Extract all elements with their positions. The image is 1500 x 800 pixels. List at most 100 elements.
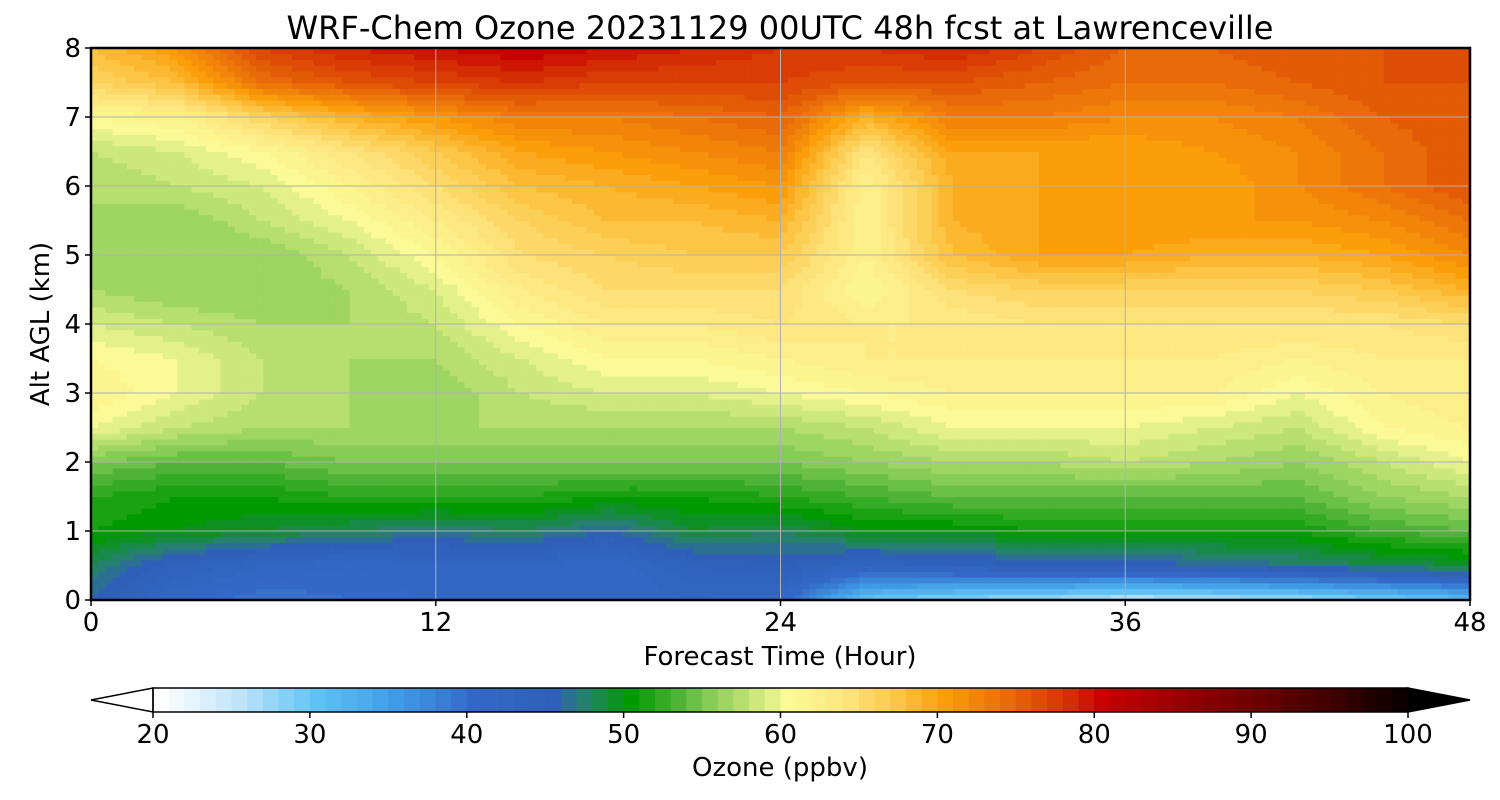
heatmap-cell [1053, 519, 1062, 526]
heatmap-cell [952, 559, 961, 567]
heatmap-cell [1426, 508, 1435, 515]
heatmap-cell [421, 490, 430, 498]
heatmap-cell [981, 542, 990, 549]
heatmap-cell [1268, 594, 1277, 601]
heatmap-cell [399, 485, 408, 492]
heatmap-cell [1462, 450, 1471, 457]
heatmap-cell [651, 496, 659, 503]
heatmap-cell [471, 531, 480, 538]
heatmap-cell [464, 467, 473, 475]
heatmap-cell [924, 496, 932, 503]
heatmap-cell [952, 473, 961, 480]
heatmap-cell [629, 513, 638, 521]
heatmap-cell [1139, 519, 1148, 526]
heatmap-cell [1132, 536, 1141, 544]
heatmap-cell [1390, 525, 1399, 532]
heatmap-cell [313, 548, 322, 555]
heatmap-cell [464, 450, 473, 457]
heatmap-cell [227, 582, 236, 590]
heatmap-cell [794, 594, 803, 601]
heatmap-cell [1082, 519, 1090, 526]
heatmap-cell [550, 513, 559, 521]
heatmap-cell [1268, 467, 1277, 475]
heatmap-cell [895, 502, 904, 509]
heatmap-cell [500, 456, 509, 463]
heatmap-cell [407, 536, 415, 544]
heatmap-cell [198, 554, 207, 561]
heatmap-cell [809, 582, 818, 590]
heatmap-cell [1333, 559, 1342, 567]
heatmap-cell [1326, 594, 1335, 601]
heatmap-cell [112, 444, 121, 452]
heatmap-cell [170, 536, 178, 544]
heatmap-cell [593, 490, 602, 498]
heatmap-cell [586, 450, 595, 457]
heatmap-cell [593, 456, 602, 463]
heatmap-cell [1304, 496, 1313, 503]
heatmap-cell [873, 577, 882, 584]
heatmap-cell [435, 513, 444, 521]
heatmap-cell [694, 554, 703, 561]
heatmap-cell [263, 536, 272, 544]
heatmap-cell [579, 525, 588, 532]
heatmap-cell [1146, 450, 1155, 457]
heatmap-cell [313, 502, 322, 509]
heatmap-cell [766, 559, 774, 567]
heatmap-cell [213, 508, 221, 515]
heatmap-cell [1189, 577, 1198, 584]
heatmap-cell [385, 582, 394, 590]
heatmap-cell [1347, 479, 1356, 486]
heatmap-cell [794, 519, 803, 526]
heatmap-cell [1247, 588, 1256, 595]
heatmap-cell [852, 479, 861, 486]
heatmap-cell [845, 462, 853, 469]
heatmap-cell [198, 513, 207, 521]
heatmap-cell [952, 577, 961, 584]
heatmap-cell [780, 485, 789, 492]
heatmap-cell [787, 582, 796, 590]
heatmap-cell [249, 496, 257, 503]
heatmap-cell [1197, 525, 1205, 532]
heatmap-cell [823, 554, 832, 561]
heatmap-cell [1398, 467, 1406, 475]
heatmap-cell [1383, 508, 1392, 515]
heatmap-cell [1398, 508, 1406, 515]
heatmap-cell [837, 559, 846, 567]
heatmap-cell [816, 479, 825, 486]
heatmap-cell [909, 485, 918, 492]
heatmap-cell [378, 594, 387, 601]
heatmap-cell [328, 450, 336, 457]
heatmap-cell [715, 577, 724, 584]
heatmap-cell [644, 594, 652, 601]
heatmap-cell [198, 536, 207, 544]
heatmap-cell [1096, 450, 1105, 457]
heatmap-cell [371, 502, 379, 509]
heatmap-cell [773, 508, 782, 515]
heatmap-cell [514, 559, 523, 567]
heatmap-cell [981, 594, 990, 601]
heatmap-cell [342, 496, 351, 503]
heatmap-cell [816, 519, 825, 526]
heatmap-cell [249, 582, 257, 590]
heatmap-cell [155, 490, 164, 498]
heatmap-cell [1462, 485, 1471, 492]
heatmap-cell [723, 536, 731, 544]
heatmap-cell [888, 536, 897, 544]
heatmap-cell [1197, 542, 1205, 549]
heatmap-cell [744, 577, 753, 584]
heatmap-cell [945, 496, 954, 503]
heatmap-cell [1024, 519, 1033, 526]
heatmap-cell [615, 473, 624, 480]
heatmap-cell [270, 536, 279, 544]
heatmap-cell [715, 467, 724, 475]
heatmap-cell [1096, 485, 1105, 492]
heatmap-cell [902, 577, 911, 584]
heatmap-cell [507, 582, 516, 590]
heatmap-cell [708, 473, 717, 480]
heatmap-cell [550, 565, 559, 572]
heatmap-cell [320, 565, 329, 572]
heatmap-cell [1419, 577, 1428, 584]
heatmap-cell [1039, 536, 1047, 544]
heatmap-cell [1340, 582, 1349, 590]
heatmap-cell [1247, 554, 1256, 561]
